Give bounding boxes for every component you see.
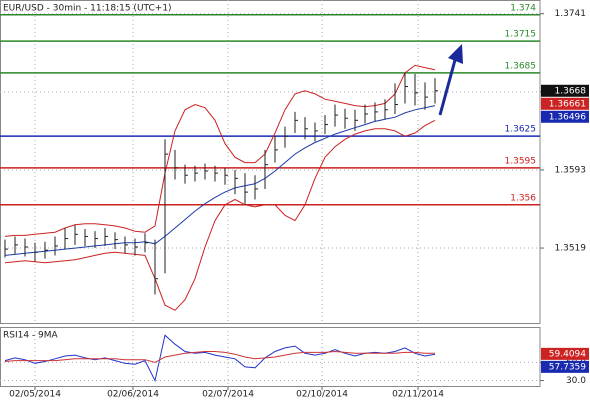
y-tick-label: 1.3593 <box>555 165 587 175</box>
price-label-text: 1.36661 <box>549 99 586 109</box>
level-label: 1.374 <box>510 3 536 13</box>
price-label-box <box>541 110 589 123</box>
x-tick-label: 02/06/2014 <box>107 390 159 400</box>
series-line <box>4 64 436 237</box>
y-tick-label: 1.3741 <box>555 9 587 19</box>
x-tick-label: 02/07/2014 <box>202 390 254 400</box>
price-label-text: 1.3668 <box>555 86 587 96</box>
y-tick-label: 1.3519 <box>555 244 587 254</box>
series-line <box>4 119 436 311</box>
price-label-text: 57.7359 <box>549 362 586 372</box>
price-label-box <box>541 97 589 110</box>
price-label: 59.4094 <box>541 347 589 360</box>
price-label: 1.36496 <box>541 110 589 123</box>
level-label: 1.3625 <box>505 125 537 135</box>
price-label-box <box>541 360 589 373</box>
price-label: 1.3668 <box>541 84 589 97</box>
y-tick-label: 30.0 <box>566 376 586 386</box>
series-line <box>4 105 436 256</box>
panel-title: RSI14 - 9MA <box>3 331 59 341</box>
price-label: 57.7359 <box>541 360 589 373</box>
series-line <box>4 350 435 363</box>
forecast-arrow <box>438 59 457 116</box>
panel-title: EUR/USD - 30min - 11:18:15 (UTC+1) <box>3 4 172 14</box>
price-label-box <box>541 84 589 97</box>
forecast-arrow-head <box>448 44 463 64</box>
x-tick-label: 02/11/2014 <box>392 390 444 400</box>
level-label: 1.3685 <box>505 61 537 71</box>
panel-frame <box>0 327 541 387</box>
level-label: 1.3715 <box>505 30 537 40</box>
level-label: 1.356 <box>510 193 536 203</box>
price-label-text: 59.4094 <box>549 349 586 359</box>
x-tick-label: 02/05/2014 <box>9 390 61 400</box>
price-label-text: 1.36496 <box>549 112 586 122</box>
x-tick-label: 02/10/2014 <box>296 390 348 400</box>
price-label-box <box>541 347 589 360</box>
panel-frame <box>0 0 541 324</box>
price-label: 1.36661 <box>541 97 589 110</box>
level-label: 1.3595 <box>505 156 537 166</box>
